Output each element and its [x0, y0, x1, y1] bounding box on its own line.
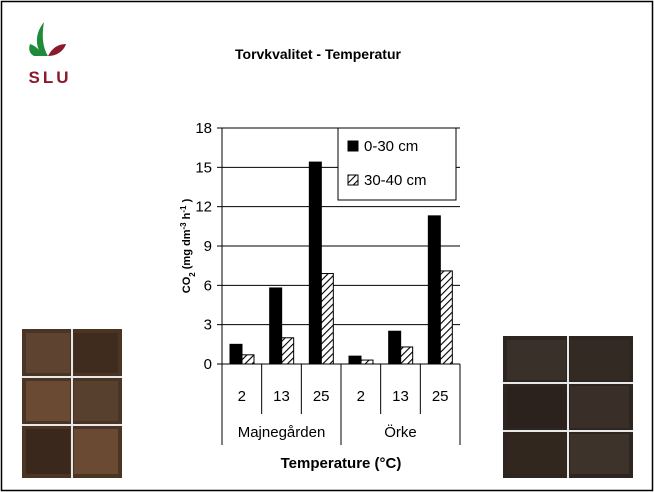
- y-label-part: ): [181, 198, 193, 205]
- bar: [361, 360, 373, 364]
- group-label: Majnegården: [238, 424, 326, 441]
- bar: [270, 288, 282, 364]
- x-tick-label: 13: [392, 388, 409, 405]
- y-tick-label: 0: [204, 356, 212, 373]
- y-label-part: (mg dm: [181, 229, 193, 272]
- bar: [428, 216, 440, 364]
- group-label: Örke: [384, 423, 417, 441]
- bar: [242, 355, 254, 364]
- y-tick-label: 6: [204, 277, 212, 294]
- x-tick-label: 13: [273, 388, 290, 405]
- slide: SLU Torvkvalitet - Temperatur Temperatur…: [0, 0, 654, 492]
- bar: [230, 344, 242, 364]
- legend-swatch: [348, 175, 358, 185]
- bar: [440, 271, 452, 364]
- legend-swatch: [348, 141, 358, 151]
- x-tick-label: 2: [357, 388, 365, 405]
- bar: [309, 162, 321, 364]
- x-tick-label: 25: [313, 388, 330, 405]
- bar: [349, 356, 361, 364]
- legend-label: 0-30 cm: [364, 138, 418, 155]
- photo-left: [22, 329, 122, 478]
- y-tick-label: 9: [204, 238, 212, 255]
- legend-label: 30-40 cm: [364, 172, 427, 189]
- x-tick-label: 25: [432, 388, 449, 405]
- y-tick-label: 15: [195, 159, 212, 176]
- bar: [321, 274, 333, 364]
- bar: [389, 331, 401, 364]
- bar: [282, 338, 294, 364]
- y-label-part: CO: [181, 276, 193, 293]
- x-tick-label: 2: [238, 388, 246, 405]
- y-label-part: h: [181, 212, 193, 222]
- logo-text: SLU: [29, 68, 72, 87]
- y-tick-label: 3: [204, 317, 212, 334]
- x-axis-label: Temperature (°C): [281, 455, 402, 472]
- bar: [401, 347, 413, 364]
- y-tick-label: 18: [195, 120, 212, 137]
- y-tick-label: 12: [195, 199, 212, 216]
- photo-right: [503, 336, 633, 478]
- chart-title: Torvkvalitet - Temperatur: [235, 46, 402, 62]
